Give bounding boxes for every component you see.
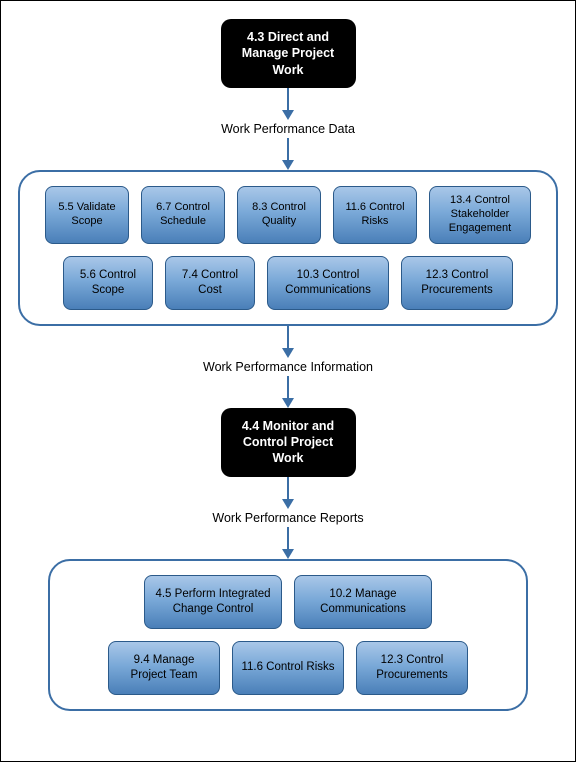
arrow-2 — [282, 138, 294, 170]
arrow-6 — [282, 527, 294, 559]
group2-row1: 4.5 Perform Integrated Change Control 10… — [60, 575, 516, 629]
arrow-5 — [282, 477, 294, 509]
group-control-processes: 5.5 Validate Scope 6.7 Control Schedule … — [18, 170, 558, 326]
group-report-consumers: 4.5 Perform Integrated Change Control 10… — [48, 559, 528, 711]
label-work-performance-information: Work Performance Information — [203, 360, 373, 374]
arrow-1 — [282, 88, 294, 120]
group2-row2: 9.4 Manage Project Team 11.6 Control Ris… — [60, 641, 516, 695]
node-control-risks: 11.6 Control Risks — [333, 186, 417, 244]
arrow-3 — [282, 326, 294, 358]
label-work-performance-data: Work Performance Data — [221, 122, 355, 136]
node-monitor-control: 4.4 Monitor and Control Project Work — [221, 408, 356, 477]
node-control-communications: 10.3 Control Communications — [267, 256, 389, 310]
node-control-schedule: 6.7 Control Schedule — [141, 186, 225, 244]
group1-row2: 5.6 Control Scope 7.4 Control Cost 10.3 … — [30, 256, 546, 310]
node-control-procurements: 12.3 Control Procurements — [401, 256, 513, 310]
node-perform-integrated-change-control: 4.5 Perform Integrated Change Control — [144, 575, 282, 629]
node-manage-project-team: 9.4 Manage Project Team — [108, 641, 220, 695]
node-control-risks-2: 11.6 Control Risks — [232, 641, 344, 695]
node-manage-communications: 10.2 Manage Communications — [294, 575, 432, 629]
node-direct-manage: 4.3 Direct and Manage Project Work — [221, 19, 356, 88]
node-validate-scope: 5.5 Validate Scope — [45, 186, 129, 244]
node-control-procurements-2: 12.3 Control Procurements — [356, 641, 468, 695]
node-control-scope: 5.6 Control Scope — [63, 256, 153, 310]
group1-row1: 5.5 Validate Scope 6.7 Control Schedule … — [30, 186, 546, 244]
node-control-quality: 8.3 Control Quality — [237, 186, 321, 244]
arrow-4 — [282, 376, 294, 408]
node-control-cost: 7.4 Control Cost — [165, 256, 255, 310]
node-control-stakeholder-engagement: 13.4 Control Stakeholder Engagement — [429, 186, 531, 244]
label-work-performance-reports: Work Performance Reports — [212, 511, 363, 525]
